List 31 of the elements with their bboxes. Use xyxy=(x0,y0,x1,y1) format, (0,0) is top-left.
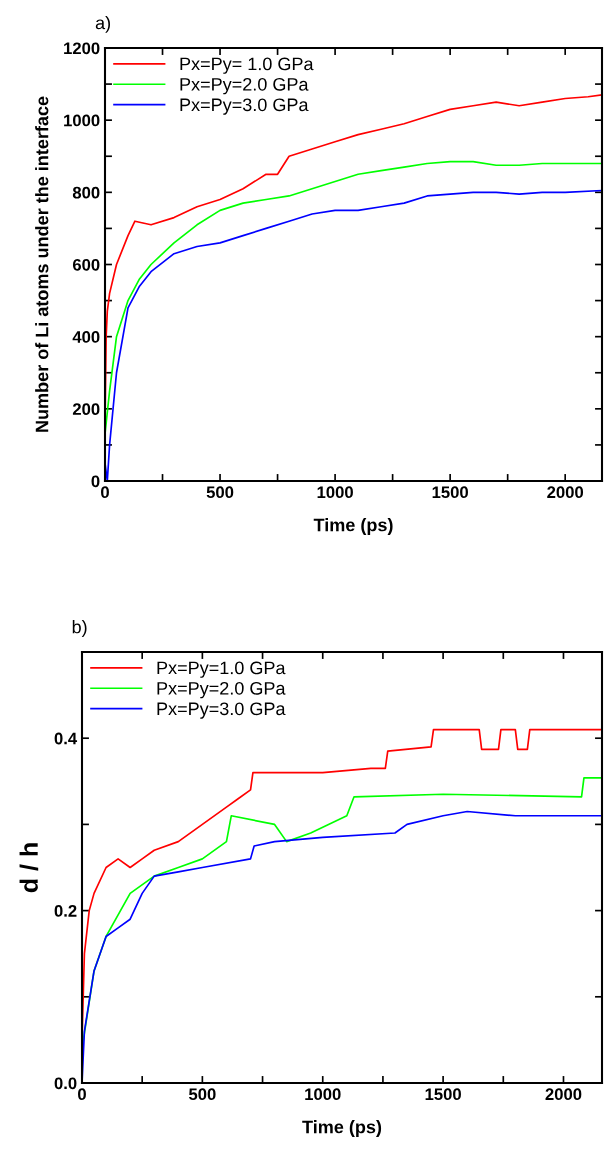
y-tick-label: 0.2 xyxy=(54,905,77,917)
y-tick-label: 400 xyxy=(72,331,100,343)
legend-label: Px=Py= 1.0 GPa xyxy=(180,57,314,74)
x-tick-label: 2000 xyxy=(547,486,584,499)
legend-label: Px=Py=3.0 GPa xyxy=(180,98,309,115)
y-axis-title: Number of Li atoms under the interface xyxy=(35,96,49,432)
legend-label: Px=Py=2.0 GPa xyxy=(180,77,309,95)
x-tick-label: 2000 xyxy=(545,1088,582,1101)
x-tick-label: 500 xyxy=(206,486,234,499)
x-tick-label: 1000 xyxy=(317,486,353,499)
x-tick-label: 500 xyxy=(188,1088,216,1101)
y-tick-label: 0.4 xyxy=(54,732,78,745)
x-tick-label: 1500 xyxy=(432,486,468,499)
legend-label: Px=Py=3.0 GPa xyxy=(157,702,286,719)
y-tick-label: 0.0 xyxy=(54,1077,77,1090)
y-tick-label: 800 xyxy=(72,186,100,199)
y-axis-title: d / h xyxy=(19,843,39,893)
x-tick-label: 1500 xyxy=(425,1088,461,1101)
text: a) xyxy=(95,16,110,33)
y-tick-label: 1200 xyxy=(64,42,100,55)
x-axis-title: Time (ps) xyxy=(302,1120,382,1137)
text: b) xyxy=(72,620,87,637)
x-tick-label: 1000 xyxy=(305,1088,341,1101)
legend-label: Px=Py=2.0 GPa xyxy=(157,681,286,699)
x-axis-title: Time (ps) xyxy=(313,518,393,535)
y-tick-label: 200 xyxy=(72,403,100,416)
y-tick-label: 600 xyxy=(72,258,100,271)
legend-label: Px=Py=1.0 GPa xyxy=(157,661,286,678)
x-tick-label: 0 xyxy=(101,486,109,499)
y-tick-label: 1000 xyxy=(64,114,100,127)
y-tick-label: 0 xyxy=(91,475,100,488)
